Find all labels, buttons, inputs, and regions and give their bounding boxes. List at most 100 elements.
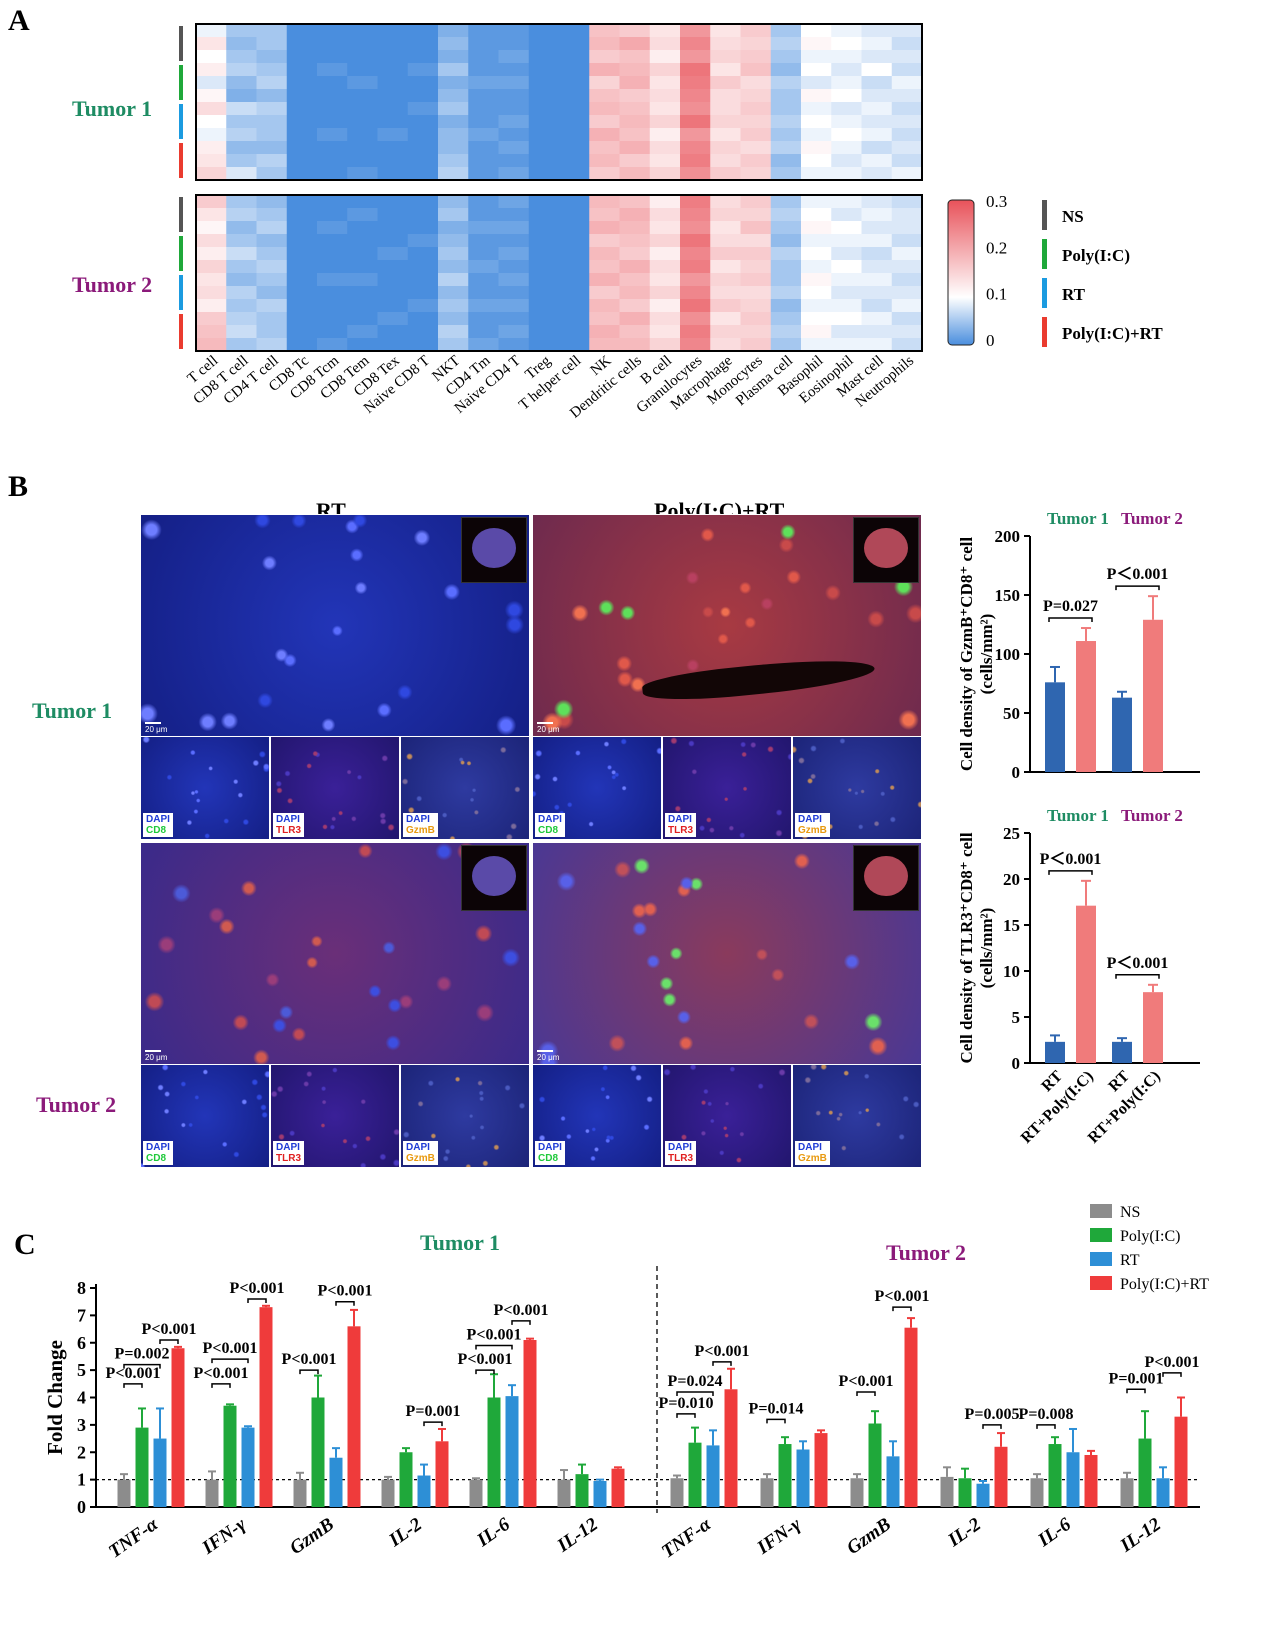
heatmap-cell bbox=[861, 260, 893, 274]
micro-stain-image: DAPI GzmB bbox=[792, 736, 922, 840]
heatmap-cell bbox=[710, 63, 741, 77]
heatmap-legend-swatch bbox=[1042, 317, 1047, 347]
heatmap-cell bbox=[649, 247, 681, 261]
heatmap-cell bbox=[317, 37, 348, 51]
stain-label-marker: CD8 bbox=[538, 1153, 559, 1164]
heatmap-cell bbox=[680, 299, 711, 313]
heatmap-cell bbox=[831, 141, 862, 155]
heatmap-cell bbox=[770, 115, 802, 129]
heatmap-cell bbox=[528, 50, 560, 64]
heatmap-cell bbox=[589, 299, 620, 313]
heatmap-cell bbox=[317, 89, 348, 103]
heatmap-cell bbox=[740, 299, 772, 313]
density-y-tick-label: 5 bbox=[1012, 1008, 1021, 1027]
heatmap-cell bbox=[861, 195, 893, 209]
fold-bar bbox=[505, 1396, 519, 1507]
density-y-tick-label: 0 bbox=[1012, 1054, 1021, 1073]
heatmap-cell bbox=[438, 221, 469, 235]
heatmap-cell bbox=[740, 273, 772, 287]
heatmap-cell bbox=[649, 312, 681, 326]
heatmap-cell bbox=[740, 247, 772, 261]
heatmap-cell bbox=[438, 37, 469, 51]
heatmap-cell bbox=[528, 260, 560, 274]
density-y-label: Cell density of TLR3⁺CD8⁺ cell bbox=[957, 832, 976, 1063]
heatmap-cell bbox=[861, 167, 893, 181]
heatmap-cell bbox=[740, 208, 772, 222]
heatmap-cell bbox=[407, 208, 439, 222]
heatmap-cell bbox=[196, 37, 227, 51]
heatmap-cell bbox=[559, 338, 590, 352]
heatmap-cell bbox=[680, 76, 711, 90]
micro-stain-image: DAPI TLR3 bbox=[662, 736, 792, 840]
heatmap-cell bbox=[619, 102, 651, 116]
heatmap-cell bbox=[740, 325, 772, 339]
fold-bar bbox=[688, 1442, 702, 1507]
heatmap-cell bbox=[649, 37, 681, 51]
heatmap-cell bbox=[619, 89, 651, 103]
heatmap-cell bbox=[589, 154, 620, 168]
heatmap-cell bbox=[619, 154, 651, 168]
heatmap-legend-swatch bbox=[1042, 278, 1047, 308]
heatmap-cell bbox=[559, 208, 590, 222]
heatmap-cell bbox=[256, 234, 288, 248]
heatmap-cell bbox=[649, 115, 681, 129]
heatmap-cell bbox=[498, 50, 530, 64]
heatmap-cell bbox=[619, 208, 651, 222]
fold-pvalue: P<0.001 bbox=[467, 1326, 522, 1343]
heatmap-block-border bbox=[195, 23, 923, 181]
heatmap-cell bbox=[589, 37, 620, 51]
heatmap-cell bbox=[377, 24, 409, 38]
micro-overview-thumbnail bbox=[461, 517, 527, 583]
heatmap-cell bbox=[710, 37, 741, 51]
heatmap-cell bbox=[801, 76, 832, 90]
density-bar bbox=[1045, 1041, 1065, 1063]
heatmap-legend-label: Poly(I:C) bbox=[1062, 246, 1130, 265]
heatmap-cell bbox=[317, 338, 348, 352]
heatmap-cell bbox=[891, 50, 923, 64]
heatmap-cell bbox=[770, 338, 802, 352]
fold-pvalue: P=0.001 bbox=[406, 1403, 461, 1420]
heatmap-cell bbox=[801, 234, 832, 248]
heatmap-cell bbox=[286, 102, 318, 116]
heatmap-cell bbox=[468, 89, 499, 103]
heatmap-group-bar bbox=[179, 26, 183, 61]
heatmap-cell bbox=[317, 63, 348, 77]
heatmap-cell bbox=[317, 247, 348, 261]
heatmap-cell bbox=[831, 167, 862, 181]
heatmap-cell bbox=[680, 247, 711, 261]
heatmap-cell bbox=[347, 37, 378, 51]
fold-bar bbox=[205, 1479, 219, 1507]
heatmap-cell bbox=[770, 234, 802, 248]
stain-label-marker: TLR3 bbox=[668, 825, 693, 836]
heatmap-cell bbox=[861, 89, 893, 103]
heatmap-cell bbox=[891, 24, 923, 38]
heatmap-cell bbox=[710, 141, 741, 155]
heatmap-cell bbox=[680, 312, 711, 326]
heatmap-cell bbox=[377, 221, 409, 235]
heatmap-cell bbox=[770, 286, 802, 300]
stain-label-marker: CD8 bbox=[146, 1153, 167, 1164]
heatmap-cell bbox=[347, 154, 378, 168]
fold-title-tumor1: Tumor 1 bbox=[420, 1230, 500, 1255]
fold-bar bbox=[259, 1307, 273, 1507]
heatmap-cell bbox=[317, 102, 348, 116]
heatmap-cell bbox=[407, 115, 439, 129]
heatmap-cell bbox=[377, 76, 409, 90]
heatmap-cell bbox=[559, 102, 590, 116]
heatmap-cell bbox=[256, 247, 288, 261]
heatmap-cell bbox=[770, 325, 802, 339]
heatmap-cell bbox=[589, 76, 620, 90]
heatmap-cell bbox=[196, 102, 227, 116]
heatmap-cell bbox=[317, 273, 348, 287]
heatmap-cell bbox=[891, 312, 923, 326]
heatmap-cell bbox=[740, 221, 772, 235]
fold-bar bbox=[293, 1479, 307, 1507]
heatmap-cell bbox=[438, 234, 469, 248]
heatmap-cell bbox=[226, 154, 257, 168]
density-y-tick-label: 20 bbox=[1003, 870, 1020, 889]
heatmap-cell bbox=[468, 208, 499, 222]
density-y-tick-label: 25 bbox=[1003, 824, 1020, 843]
heatmap-cell bbox=[498, 273, 530, 287]
heatmap-cell bbox=[528, 167, 560, 181]
heatmap-cell bbox=[710, 24, 741, 38]
